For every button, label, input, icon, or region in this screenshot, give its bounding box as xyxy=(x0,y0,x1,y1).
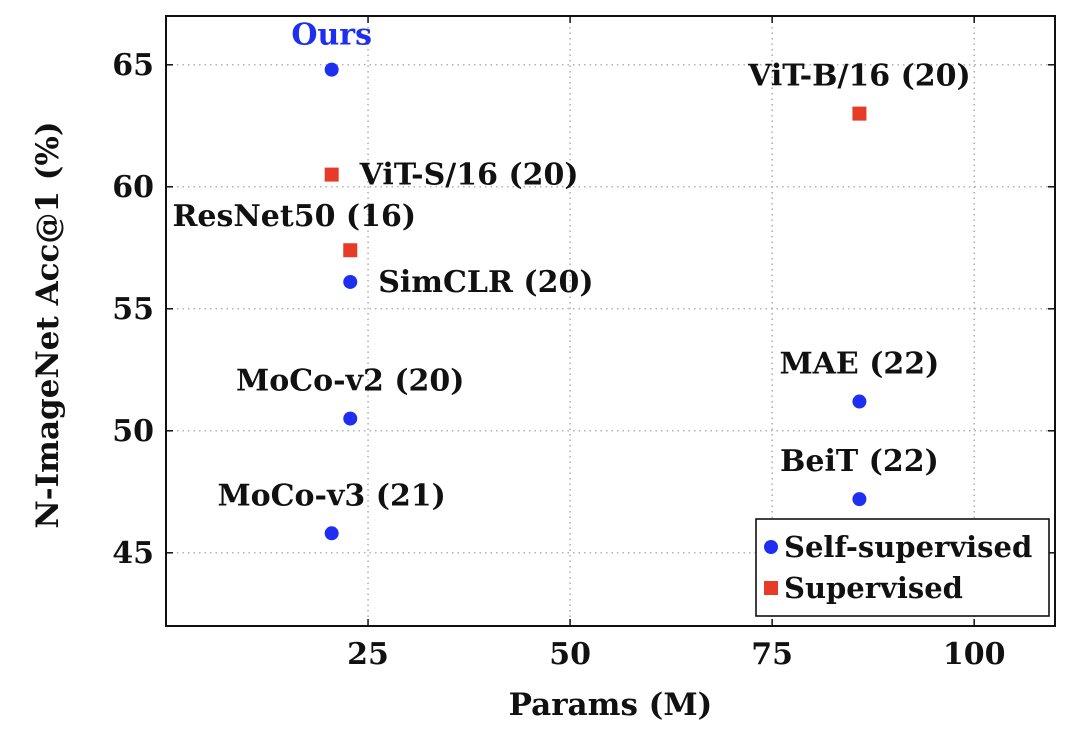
supervised-point xyxy=(852,106,867,121)
legend-label: Supervised xyxy=(784,571,963,605)
point-label: MoCo-v3 (21) xyxy=(217,478,445,513)
supervised-point xyxy=(324,167,339,182)
point-label: MAE (22) xyxy=(779,347,939,382)
x-tick-label: 100 xyxy=(943,637,1006,672)
y-axis-label: N-ImageNet Acc@1 (%) xyxy=(30,121,66,528)
self-supervised-point xyxy=(324,62,339,77)
supervised-point xyxy=(343,243,358,258)
point-label: SimCLR (20) xyxy=(378,265,593,300)
self-supervised-point xyxy=(343,274,358,289)
y-tick-label: 60 xyxy=(112,170,154,205)
x-tick-label: 25 xyxy=(347,637,389,672)
plot-frame xyxy=(165,15,1056,627)
legend: Self-supervised Supervised xyxy=(755,518,1050,617)
x-tick-label: 75 xyxy=(751,637,793,672)
point-label: ResNet50 (16) xyxy=(172,199,416,234)
y-tick-label: 55 xyxy=(112,292,154,327)
point-label: Ours xyxy=(291,18,372,53)
marks-layer xyxy=(324,62,867,541)
x-tick-label: 50 xyxy=(549,637,591,672)
legend-box xyxy=(755,518,1050,617)
y-tick-label: 65 xyxy=(112,48,154,83)
y-tick-label: 45 xyxy=(112,536,154,571)
legend-circle-marker xyxy=(764,540,778,554)
legend-square-marker xyxy=(764,581,778,595)
point-label: ViT-S/16 (20) xyxy=(359,158,579,193)
point-label: MoCo-v2 (20) xyxy=(236,364,464,399)
axis-layer: 25 50 75 100 45 50 55 60 65 Params (M) N-ImageNet … xyxy=(30,15,1056,723)
self-supervised-point xyxy=(852,492,867,507)
point-label: BeiT (22) xyxy=(780,444,939,479)
self-supervised-point xyxy=(852,394,867,409)
legend-label: Self-supervised xyxy=(784,530,1032,564)
self-supervised-point xyxy=(324,526,339,541)
x-axis-label: Params (M) xyxy=(509,687,713,723)
point-labels-layer: Ours SimCLR (20) MoCo-v2 (20) MoCo-v3 (21) M… xyxy=(172,18,970,514)
y-tick-label: 50 xyxy=(112,414,154,449)
self-supervised-point xyxy=(343,411,358,426)
point-label: ViT-B/16 (20) xyxy=(747,59,971,94)
